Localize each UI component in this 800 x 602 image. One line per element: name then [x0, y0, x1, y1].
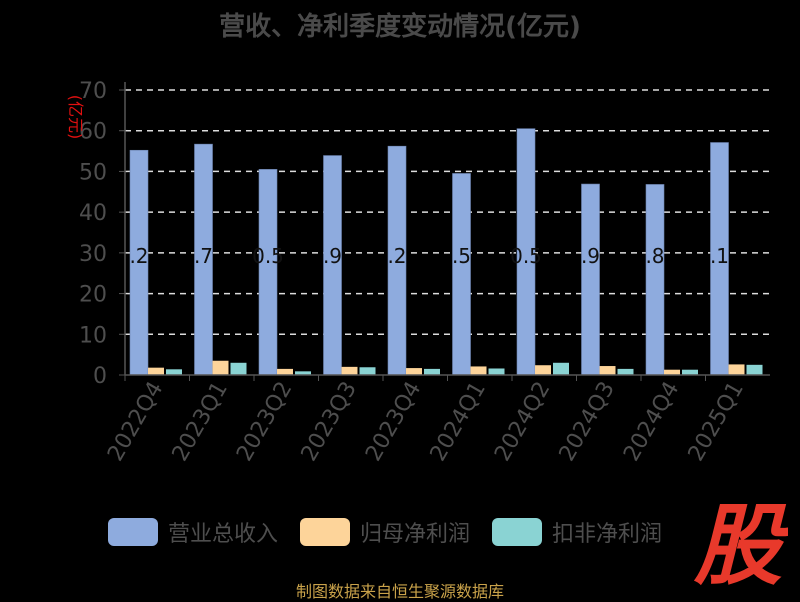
bar-2-2023Q3 [359, 367, 376, 375]
bar-1-2024Q2 [535, 365, 551, 375]
bar-1-2022Q4 [148, 367, 164, 375]
bar-0-2024Q3 [581, 183, 600, 376]
x-tick-label: 2023Q4 [361, 378, 426, 466]
legend-item[interactable]: 归母净利润 [300, 516, 470, 548]
brand-logo-text: 股 [693, 496, 788, 588]
y-tick-label: 20 [79, 283, 107, 308]
bar-1-2024Q4 [664, 369, 680, 375]
grid-lines [125, 89, 770, 336]
x-tick-label: 2024Q3 [555, 378, 620, 466]
data-label: .7 [194, 244, 213, 268]
bar-1-2024Q1 [470, 366, 487, 375]
bar-2-2024Q3 [617, 368, 634, 375]
x-tick-label: 2023Q1 [168, 378, 233, 466]
bar-1-2023Q1 [212, 360, 229, 375]
bar-2-2025Q1 [746, 364, 763, 375]
x-tick-label: 2022Q4 [103, 378, 168, 466]
y-axis-label: (亿元) [66, 95, 85, 140]
legend-item[interactable]: 扣非净利润 [492, 516, 662, 548]
legend-label: 营业总收入 [168, 522, 279, 547]
source-note: 制图数据来自恒生聚源数据库 [295, 582, 504, 601]
data-label: 0.5 [252, 244, 284, 268]
legend-swatch [492, 518, 543, 546]
bar-1-2025Q1 [728, 364, 745, 375]
bar-2-2024Q1 [488, 368, 505, 375]
legend-swatch [108, 518, 158, 546]
data-label: .2 [129, 244, 148, 268]
y-tick-label: 70 [79, 79, 107, 104]
y-tick-label: 0 [93, 364, 107, 389]
x-tick-label: 2023Q2 [232, 378, 297, 466]
bar-2-2023Q2 [295, 371, 311, 375]
x-tick-label: 2024Q1 [426, 378, 491, 466]
bar-0-2024Q1 [452, 173, 471, 376]
x-tick-label: 2024Q2 [490, 378, 555, 466]
data-label: 0.5 [510, 244, 542, 268]
y-tick-label: 50 [79, 160, 107, 185]
data-label: .9 [323, 244, 342, 268]
bar-2-2024Q4 [682, 369, 698, 375]
legend-label: 扣非净利润 [552, 522, 663, 547]
x-tick-label: 2024Q4 [619, 378, 684, 466]
bar-1-2023Q3 [341, 366, 358, 375]
x-tick-label: 2023Q3 [297, 378, 362, 466]
data-label: .1 [710, 244, 729, 268]
data-label: .5 [452, 244, 471, 268]
legend-item[interactable]: 营业总收入 [108, 516, 278, 548]
chart-title: 营收、净利季度变动情况(亿元) [219, 12, 581, 42]
bar-2-2022Q4 [166, 369, 182, 375]
y-tick-label: 10 [79, 323, 107, 348]
x-tick-label: 2025Q1 [684, 378, 749, 466]
data-label: .9 [581, 244, 600, 268]
y-tick-label: 40 [79, 201, 107, 226]
bar-1-2023Q2 [277, 368, 293, 375]
bar-1-2023Q4 [406, 368, 422, 375]
y-tick-label: 30 [79, 242, 107, 267]
bar-0-2024Q4 [645, 184, 665, 376]
bar-2-2024Q2 [553, 362, 569, 375]
legend: 营业总收入 归母净利润 扣非净利润 [108, 516, 662, 548]
bar-1-2024Q3 [599, 366, 616, 375]
bar-2-2023Q1 [230, 362, 247, 375]
data-label: .8 [645, 244, 664, 268]
bar-2-2023Q4 [424, 368, 440, 375]
brand-logo: 股 [693, 496, 788, 588]
bar-0-2023Q2 [258, 169, 278, 376]
legend-swatch [300, 518, 351, 546]
data-label: .2 [387, 244, 406, 268]
legend-label: 归母净利润 [360, 522, 471, 547]
y-tick-label: 60 [79, 120, 107, 145]
bars: .2 .7 0.5 .9 .2 .5 0.5 .9 .8 .1 [129, 128, 763, 376]
